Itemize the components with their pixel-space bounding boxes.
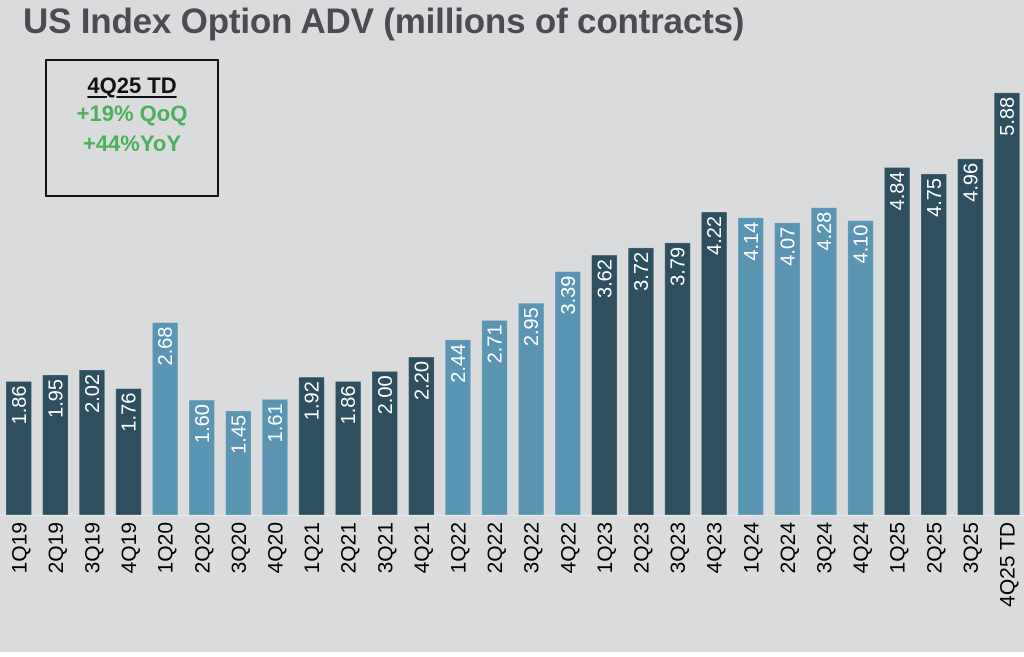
category-tick-label: 1Q25 [887,522,910,573]
value-label: 5.88 [997,97,1019,136]
value-label: 4.84 [887,171,909,210]
bar-4q23 [701,211,728,516]
value-label: 4.07 [777,227,799,266]
category-tick-label: 2Q25 [923,522,946,573]
category-tick-label: 1Q24 [740,522,763,574]
value-label: 1.95 [45,379,67,418]
bar-2q22 [481,320,508,516]
bar-1q22 [444,339,472,516]
bar-1q21 [298,376,325,516]
value-label: 1.60 [192,404,214,443]
value-label: 1.45 [228,415,250,454]
category-tick-label: 4Q24 [850,522,873,574]
category-tick-label: 3Q25 [960,522,983,573]
bar-4q20 [261,399,289,516]
category-tick-label: 2Q24 [777,522,800,574]
value-label: 3.62 [594,259,616,298]
chart-title: US Index Option ADV (millions of contrac… [23,2,745,41]
value-label: 4.14 [741,222,763,261]
bar-3q20 [225,410,252,516]
category-tick-label: 4Q25 TD [996,522,1019,607]
category-tick-label: 1Q20 [155,522,178,573]
category-tick-label: 2Q21 [338,522,361,573]
category-tick-label: 3Q22 [521,522,544,573]
annotation-yoy: +44%YoY [82,131,182,156]
value-label: 4.75 [924,178,946,217]
value-label: 2.68 [155,327,177,366]
bar-4q21 [408,356,435,516]
category-tick-label: 3Q21 [374,522,397,573]
value-label: 4.22 [704,216,726,255]
category-tick-label: 1Q22 [447,522,470,573]
category-tick-label: 3Q23 [667,522,690,573]
value-label: 3.39 [558,276,580,315]
value-label: 2.00 [375,375,397,414]
bar-4q19 [115,388,142,516]
bar-2q20 [188,399,215,516]
bar-1q25 [884,167,911,516]
bar-2q21 [334,381,362,516]
category-tick-label: 4Q21 [411,522,434,573]
bar-1q20 [151,322,179,516]
bar-3q19 [78,369,106,516]
value-label: 4.10 [851,225,873,264]
category-tick-label: 4Q20 [264,522,287,573]
annotation-qoq: +19% QoQ [76,101,188,126]
value-label: 3.72 [631,252,653,291]
bar-2q23 [627,247,655,516]
value-label: 2.20 [411,361,433,400]
bar-3q22 [518,302,545,516]
value-label: 3.79 [668,247,690,286]
value-label: 1.86 [9,385,31,424]
category-tick-label: 3Q20 [228,522,251,573]
bar-3q24 [810,207,838,516]
bar-3q23 [664,242,691,516]
value-label: 2.71 [485,324,507,363]
category-tick-label: 4Q23 [704,522,727,573]
category-tick-label: 2Q23 [630,522,653,573]
bar-1q24 [737,217,764,516]
category-tick-label: 1Q19 [8,522,31,573]
category-tick-label: 1Q21 [301,522,324,573]
annotation-heading: 4Q25 TD [87,73,177,98]
value-label: 2.02 [82,374,104,413]
value-label: 1.92 [302,381,324,420]
value-label: 1.76 [119,393,141,432]
value-label: 2.95 [521,307,543,346]
bar-1q19 [5,381,32,516]
bar-3q21 [371,370,398,516]
bar-4q25-td [993,92,1021,516]
category-tick-label: 3Q19 [81,522,104,573]
value-label: 1.61 [265,403,287,442]
category-tick-label: 4Q22 [557,522,580,573]
value-label: 4.28 [814,212,836,251]
value-label: 4.96 [960,163,982,202]
bar-4q24 [847,220,874,516]
value-label: 1.86 [338,385,360,424]
bar-3q25 [957,158,984,516]
bar-2q19 [42,374,69,516]
bar-4q22 [554,271,581,516]
category-tick-label: 2Q19 [45,522,68,573]
category-tick-label: 3Q24 [813,522,836,574]
bar-1q23 [591,254,618,516]
value-label: 2.44 [448,344,470,383]
category-tick-label: 2Q22 [484,522,507,573]
category-tick-label: 1Q23 [594,522,617,573]
annotation-box: 4Q25 TD +19% QoQ +44%YoY [45,59,219,197]
category-tick-label: 2Q20 [191,522,214,573]
bar-2q24 [774,222,801,516]
bar-2q25 [920,173,947,516]
category-tick-label: 4Q19 [118,522,141,573]
